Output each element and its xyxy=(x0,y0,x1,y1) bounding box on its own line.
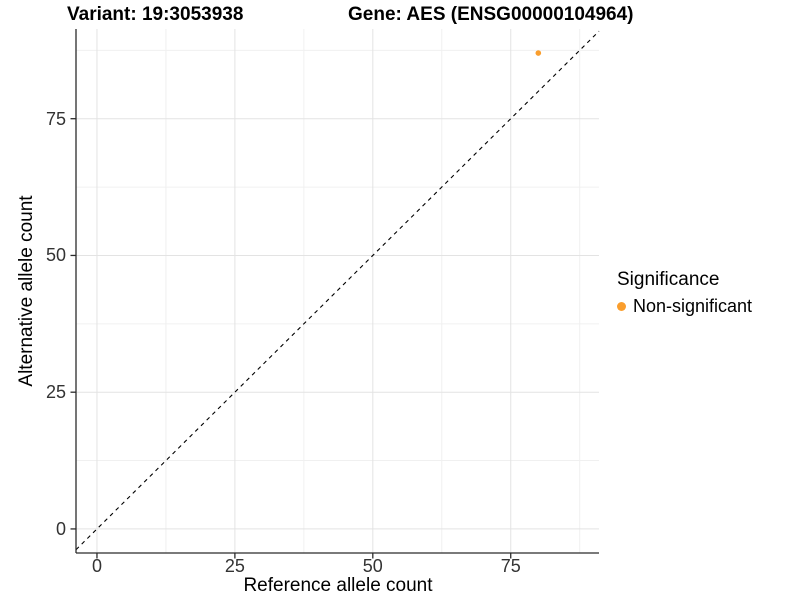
legend-item: Non-significant xyxy=(617,296,752,317)
plot-panel xyxy=(66,29,609,564)
plot-canvas xyxy=(70,29,600,559)
x-tick-label: 0 xyxy=(91,556,102,576)
identity-dashed-line xyxy=(75,30,600,551)
gene-title: Gene: AES (ENSG00000104964) xyxy=(348,4,634,25)
y-tick-label: 75 xyxy=(45,108,66,129)
y-tick-label: 0 xyxy=(55,518,66,539)
y-tick-label: 50 xyxy=(45,245,66,266)
legend: Significance Non-significant xyxy=(617,269,752,317)
legend-item-label: Non-significant xyxy=(633,296,753,316)
x-tick-label: 75 xyxy=(500,556,521,576)
x-tick-label: 25 xyxy=(224,556,245,576)
data-point xyxy=(535,50,542,56)
legend-point-icon xyxy=(617,302,626,311)
legend-title: Significance xyxy=(617,269,720,290)
x-tick-label: 50 xyxy=(362,556,383,576)
variant-title: Variant: 19:3053938 xyxy=(67,4,244,25)
x-axis-title: Reference allele count xyxy=(243,575,433,596)
y-tick-label: 25 xyxy=(45,382,66,403)
